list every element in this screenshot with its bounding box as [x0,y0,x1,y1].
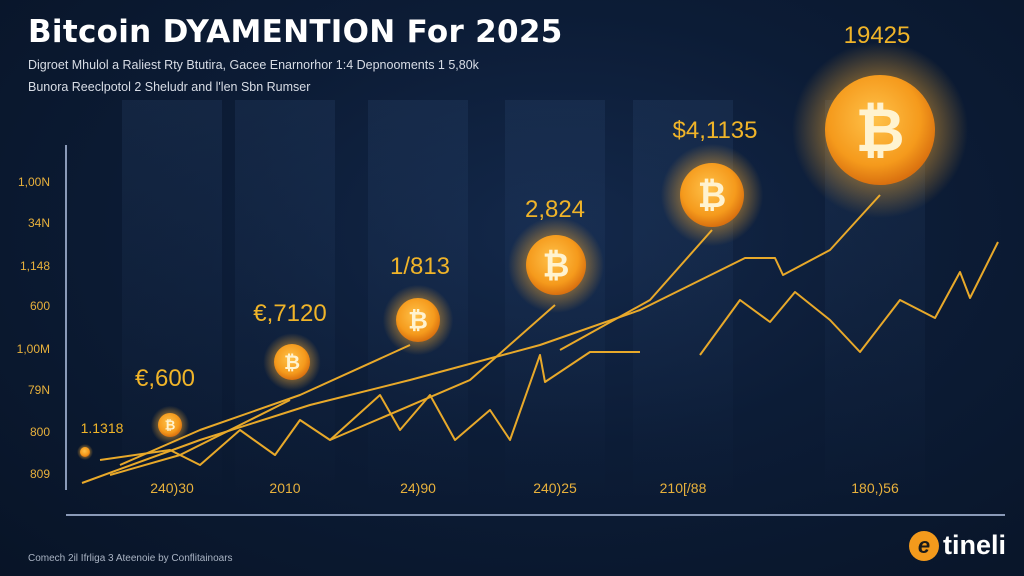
coin-value-label: 1.1318 [80,420,124,436]
bitcoin-coin-icon [396,298,440,342]
x-tick-label: 210[/88 [659,480,707,496]
x-tick-label: 24)90 [400,480,436,496]
bitcoin-coin-icon [158,413,182,437]
bitcoin-symbol-icon: ₿ [855,96,904,166]
bitcoin-symbol-icon: ₿ [543,245,570,284]
y-tick-label: 1,148 [19,259,50,273]
coin-value-label: 19425 [843,22,911,49]
trend-line [109,399,291,476]
subtitle-line-2: Bunora Reeclpotol 2 Sheludr and l'len Sb… [28,80,311,94]
bitcoin-coin-icon [680,163,744,227]
x-tick-label: 240)30 [150,480,194,496]
coin-value-label: $4,1135 [672,117,758,144]
footer-note: Comech 2il Ifrliga 3 Ateenoie by Conflit… [28,553,233,564]
logo-text: tineli [942,530,1006,560]
bitcoin-symbol-icon: ₿ [284,351,300,374]
y-tick-label: 600 [29,299,50,313]
trend-line [99,351,640,466]
y-tick-label: 1,00M [16,342,50,356]
y-tick-label: 800 [29,425,50,439]
trend-line [119,344,411,466]
bitcoin-coin-icon [80,447,90,457]
bitcoin-coin-icon [825,75,935,185]
y-tick-label: 809 [29,467,50,481]
coin-value-label: 2,824 [524,196,586,223]
bitcoin-symbol-icon: ₿ [165,419,176,434]
brand-logo: e tineli [908,530,1006,561]
chart-title: Bitcoin DYAMENTION For 2025 [28,14,563,50]
trend-line [559,229,713,351]
bitcoin-symbol-icon: ₿ [408,306,428,334]
subtitle-line-1: Digroet Mhulol a Raliest Rty Btutira, Ga… [28,58,479,72]
bitcoin-coin-icon [526,235,586,295]
coin-value-label: €,600 [134,365,196,392]
coin-value-label: 1/813 [389,253,451,280]
y-tick-label: 79N [27,383,50,397]
x-tick-label: 2010 [269,480,301,496]
trend-line [699,241,999,356]
trend-line [329,304,556,441]
y-tick-label: 34N [27,216,50,230]
coin-value-label: €,7120 [253,300,327,327]
x-tick-label: 240)25 [533,480,577,496]
logo-mark-icon: e [908,530,939,561]
bitcoin-symbol-icon: ₿ [698,175,727,216]
chart-marks: ₿ ₿ ₿ ₿ ₿ ₿ [77,42,999,500]
bitcoin-coin-icon [274,344,310,380]
x-tick-label: 180,)56 [851,480,899,496]
y-tick-label: 1,00N [17,175,50,189]
trend-line [81,194,881,484]
